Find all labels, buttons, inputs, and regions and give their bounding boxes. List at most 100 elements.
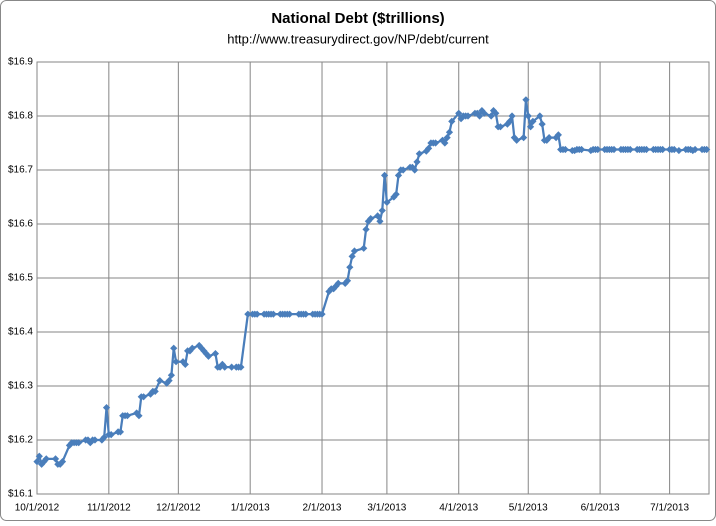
plot-area xyxy=(36,61,710,495)
data-marker xyxy=(529,117,537,125)
data-marker xyxy=(703,145,711,154)
data-marker xyxy=(253,310,261,318)
data-marker xyxy=(536,112,544,120)
data-marker xyxy=(56,460,64,468)
data-marker xyxy=(475,112,484,120)
data-marker xyxy=(202,350,210,358)
data-marker xyxy=(480,109,488,117)
data-marker xyxy=(496,123,505,131)
data-marker xyxy=(455,109,463,117)
data-marker xyxy=(367,215,375,223)
data-marker xyxy=(526,123,535,131)
data-marker xyxy=(362,225,370,233)
data-marker xyxy=(445,128,454,136)
y-tick-label: $16.4 xyxy=(8,327,33,338)
data-marker xyxy=(35,452,43,460)
data-marker xyxy=(123,412,131,420)
data-marker xyxy=(411,166,419,174)
data-marker xyxy=(156,377,164,385)
data-marker xyxy=(170,344,178,352)
data-marker xyxy=(626,145,634,154)
chart-title: National Debt ($trillions) xyxy=(271,10,444,27)
data-marker xyxy=(75,439,83,447)
data-marker xyxy=(172,358,180,366)
data-marker xyxy=(659,145,667,154)
x-tick-label: 10/1/2012 xyxy=(15,503,60,514)
data-marker xyxy=(380,171,389,179)
data-marker xyxy=(520,134,528,142)
data-marker xyxy=(65,441,74,449)
data-marker xyxy=(86,439,94,447)
data-marker xyxy=(538,120,546,128)
data-marker xyxy=(186,347,194,355)
data-marker xyxy=(392,190,400,198)
data-marker xyxy=(102,404,111,412)
data-marker xyxy=(216,363,224,371)
data-marker xyxy=(378,206,386,215)
data-marker xyxy=(151,387,159,395)
data-marker xyxy=(413,158,421,166)
x-tick-label: 7/1/2013 xyxy=(650,503,689,514)
data-marker xyxy=(228,363,236,371)
data-marker xyxy=(691,145,699,154)
x-tick-label: 1/1/2013 xyxy=(231,503,270,514)
data-marker xyxy=(330,285,338,293)
y-tick-label: $16.6 xyxy=(8,219,33,230)
data-marker xyxy=(522,96,530,104)
data-marker xyxy=(346,263,354,271)
data-marker xyxy=(221,363,229,371)
data-marker xyxy=(554,131,562,139)
x-tick-label: 5/1/2013 xyxy=(509,503,548,514)
data-marker xyxy=(350,247,359,255)
data-marker xyxy=(408,163,416,171)
chart-subtitle: http://www.treasurydirect.gov/NP/debt/cu… xyxy=(227,31,489,46)
data-marker xyxy=(348,252,356,260)
data-marker xyxy=(364,217,372,225)
data-marker xyxy=(200,347,208,355)
data-marker xyxy=(42,455,50,463)
data-marker xyxy=(383,198,391,206)
x-tick-label: 12/1/2012 xyxy=(156,503,201,514)
data-marker xyxy=(489,107,498,115)
data-marker xyxy=(139,393,148,401)
data-marker xyxy=(543,136,551,144)
data-marker xyxy=(524,112,532,120)
data-marker xyxy=(399,166,407,174)
data-marker xyxy=(503,120,511,128)
data-marker xyxy=(492,109,500,117)
data-marker xyxy=(376,217,384,225)
data-marker xyxy=(116,428,125,436)
data-marker xyxy=(167,371,175,379)
data-marker xyxy=(100,433,108,441)
data-marker xyxy=(51,455,60,463)
data-marker xyxy=(146,390,155,398)
data-marker xyxy=(443,134,451,142)
data-marker xyxy=(341,279,349,287)
y-tick-label: $16.7 xyxy=(8,165,33,176)
data-marker xyxy=(269,310,277,318)
data-marker xyxy=(165,377,173,385)
data-marker xyxy=(610,145,618,154)
data-marker xyxy=(302,310,310,318)
data-marker xyxy=(107,431,115,439)
data-marker xyxy=(181,360,189,368)
data-marker xyxy=(40,458,48,466)
data-marker xyxy=(334,279,342,287)
y-tick-label: $16.3 xyxy=(8,381,33,392)
data-marker xyxy=(422,147,430,155)
data-marker xyxy=(594,145,602,154)
y-tick-label: $16.5 xyxy=(8,273,33,284)
data-marker xyxy=(58,458,67,466)
data-marker xyxy=(237,363,245,371)
data-marker xyxy=(506,117,514,125)
data-marker xyxy=(577,145,586,154)
data-marker xyxy=(218,360,226,368)
data-marker xyxy=(487,112,495,120)
data-marker xyxy=(473,109,481,117)
data-marker xyxy=(360,244,368,252)
data-marker xyxy=(431,139,440,147)
x-tick-label: 4/1/2013 xyxy=(439,503,478,514)
data-marker xyxy=(188,344,196,352)
